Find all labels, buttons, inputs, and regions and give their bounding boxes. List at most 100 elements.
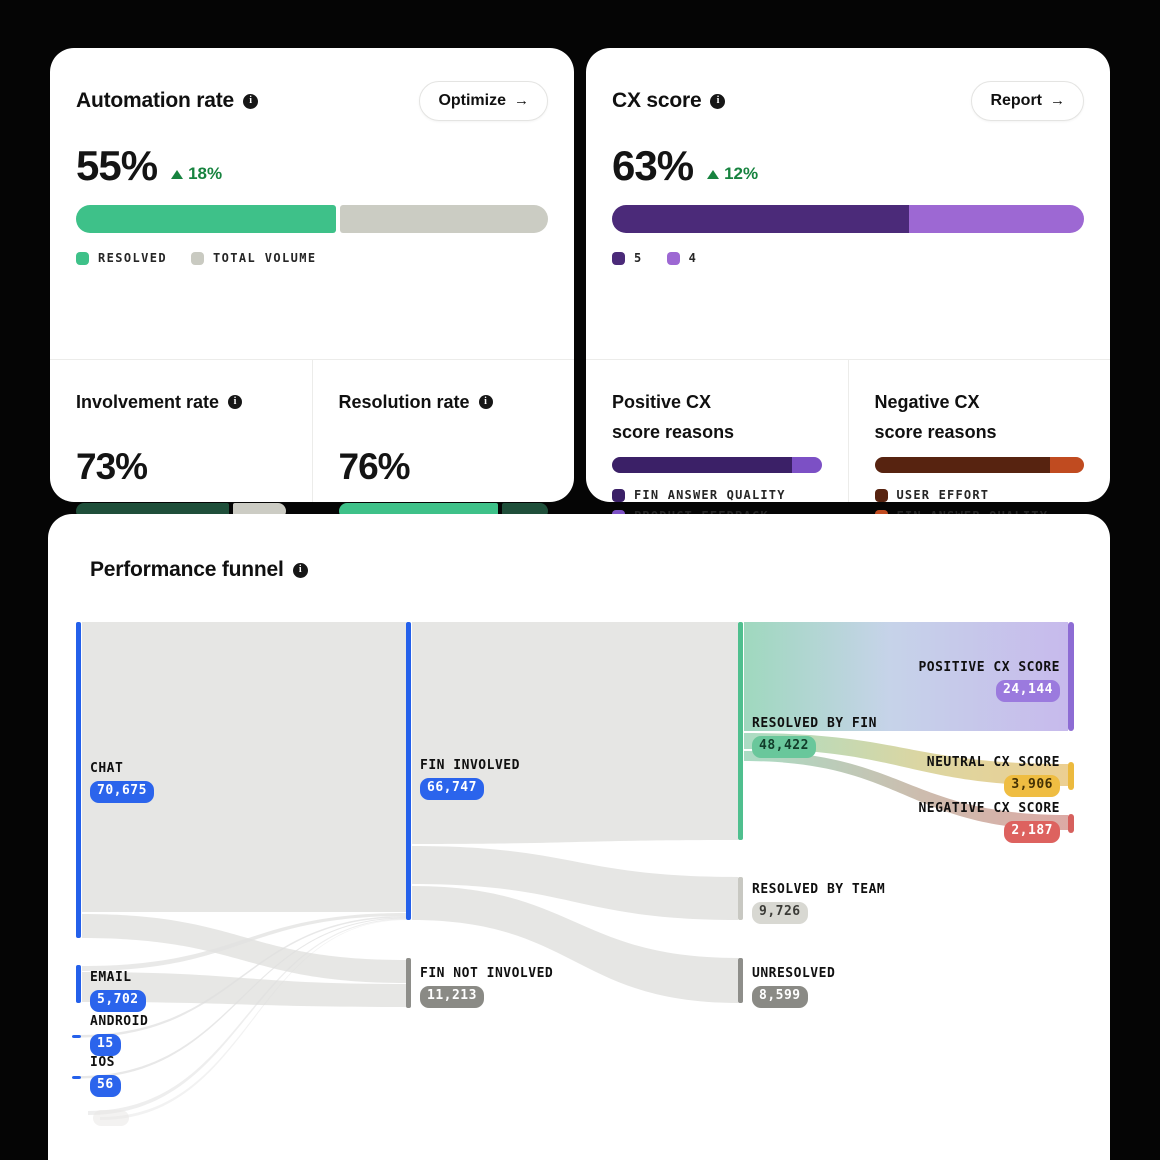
faded-channel-badge [93, 1110, 129, 1126]
cx-score-bar [612, 205, 1084, 233]
sankey-node-chat [76, 622, 81, 938]
sankey-canvas [72, 622, 1074, 1120]
sankey-flow-chat-notfin [82, 914, 406, 983]
funnel-title: Performance funnel [90, 558, 308, 582]
cx-title: CX score [612, 89, 726, 113]
info-icon[interactable] [228, 395, 243, 409]
sankey-flow-ios-fin [78, 917, 406, 1079]
info-icon[interactable] [478, 395, 493, 409]
legend-label: FIN ANSWER QUALITY [634, 488, 786, 502]
automation-title: Automation rate [76, 89, 259, 113]
sankey-flow-other-fin-2 [100, 919, 406, 1120]
positive-title-line2: score reasons [612, 422, 735, 442]
sankey-flow-email-notfin [82, 972, 406, 1007]
info-icon[interactable] [292, 562, 308, 578]
involvement-title-text: Involvement rate [76, 392, 220, 412]
sankey-flow-email-fin [82, 913, 406, 971]
increase-triangle-icon [171, 169, 184, 179]
cx-header: CX score Report [612, 81, 1084, 121]
sankey-node-unresolved [738, 958, 743, 1003]
resolved-segment [76, 205, 336, 233]
legend-resolved-label: RESOLVED [98, 251, 167, 265]
negative-title-line1: Negative CX [874, 392, 980, 412]
negative-reasons-bar [874, 457, 1084, 473]
info-icon[interactable] [243, 93, 259, 109]
involvement-value: 73% [76, 446, 148, 487]
increase-triangle-icon [707, 169, 720, 179]
automation-value: 55% [76, 142, 158, 189]
positive-title-line1: Positive CX [612, 392, 712, 412]
legend-fin-answer-quality: FIN ANSWER QUALITY [612, 488, 786, 502]
automation-delta: 18% [171, 164, 222, 187]
negative-reasons-title2: score reasons [875, 417, 1085, 447]
cx-title-text: CX score [612, 89, 702, 112]
report-button-label: Report [990, 92, 1042, 109]
sankey-diagram: CHAT 70,675 EMAIL 5,702 ANDROID 15 IOS 56 FIN IN… [48, 514, 1110, 1160]
legend-resolved: RESOLVED [76, 251, 167, 265]
legend-total-volume: TOTAL VOLUME [191, 251, 317, 265]
sankey-node-negative-cx [1068, 814, 1074, 833]
arrow-right-icon [514, 92, 529, 110]
sankey-flow-rbf-neutral [744, 733, 1068, 786]
score4-segment [909, 205, 1084, 233]
negative-title-line2: score reasons [874, 422, 997, 442]
sankey-flow-fin-unresolved [412, 886, 738, 1003]
sankey-node-ios [72, 1076, 81, 1079]
resolution-title-text: Resolution rate [338, 392, 470, 412]
funnel-title-text: Performance funnel [90, 558, 284, 581]
total-volume-swatch-icon [191, 251, 204, 265]
sankey-flow-android-fin [78, 916, 406, 1038]
optimize-button[interactable]: Optimize [419, 81, 548, 121]
cx-reasons-sections: Positive CX score reasons FIN ANSWER QUA… [586, 359, 1111, 523]
cx-legend: 5 4 [612, 251, 697, 265]
cx-delta: 12% [707, 164, 758, 187]
positive-reasons-title: Positive CX [612, 387, 822, 417]
user-effort-swatch-icon [874, 488, 888, 502]
automation-progress-bar [76, 205, 548, 233]
sankey-node-email [76, 965, 81, 1003]
automation-delta-value: 18% [188, 164, 223, 183]
resolution-rate-section: Resolution rate 76% [313, 360, 575, 519]
involvement-title: Involvement rate [76, 387, 286, 417]
optimize-button-label: Optimize [438, 92, 506, 109]
legend-total-volume-label: TOTAL VOLUME [213, 251, 317, 265]
automation-header: Automation rate Optimize [76, 81, 548, 121]
involvement-rate-section: Involvement rate 73% [50, 360, 313, 519]
cx-metric: 63% 12% [612, 145, 758, 187]
resolved-swatch-icon [76, 251, 89, 265]
resolution-title: Resolution rate [339, 387, 549, 417]
fin-answer-quality-swatch-icon [612, 488, 625, 502]
legend-score5: 5 [612, 251, 643, 265]
sankey-flow-rbf-negative [744, 751, 1068, 830]
info-icon[interactable] [710, 93, 726, 109]
negative-reasons-section: Negative CX score reasons USER EFFORT FI… [849, 360, 1111, 523]
sankey-node-resolved-by-fin [738, 622, 743, 840]
sankey-node-fin-not-involved [406, 958, 411, 1008]
sankey-flow-fin-team [412, 846, 738, 920]
automation-sub-cards: Involvement rate 73% Resolution rate 76% [50, 359, 575, 519]
user-effort-segment [874, 457, 1051, 473]
sankey-flow-fin-resolvedfin [412, 622, 738, 844]
performance-funnel-card: Performance funnel [48, 514, 1110, 1160]
score4-swatch-icon [666, 251, 680, 265]
legend-score5-label: 5 [634, 251, 643, 265]
cx-value: 63% [612, 142, 694, 189]
automation-metric: 55% 18% [76, 145, 222, 187]
negative-reasons-title: Negative CX [875, 387, 1085, 417]
positive-reasons-section: Positive CX score reasons FIN ANSWER QUA… [586, 360, 849, 523]
report-button[interactable]: Report [971, 81, 1084, 121]
legend-label: USER EFFORT [896, 488, 990, 502]
score5-segment [612, 205, 910, 233]
total-volume-segment [339, 205, 548, 233]
cx-score-card: CX score Report 63% 12% 5 4 Positive C [586, 48, 1111, 523]
sankey-flow-rbf-positive [744, 622, 1068, 731]
legend-score4-label: 4 [688, 251, 698, 265]
arrow-right-icon [1050, 92, 1065, 110]
sankey-node-resolved-by-team [738, 877, 743, 920]
automation-title-text: Automation rate [76, 89, 235, 112]
cx-delta-value: 12% [724, 164, 759, 183]
automation-rate-card: Automation rate Optimize 55% 18% RESOLVE… [50, 48, 575, 519]
fin-answer-quality-neg-segment [1050, 457, 1084, 473]
sankey-node-neutral-cx [1068, 762, 1074, 790]
positive-reasons-bar [612, 457, 822, 473]
